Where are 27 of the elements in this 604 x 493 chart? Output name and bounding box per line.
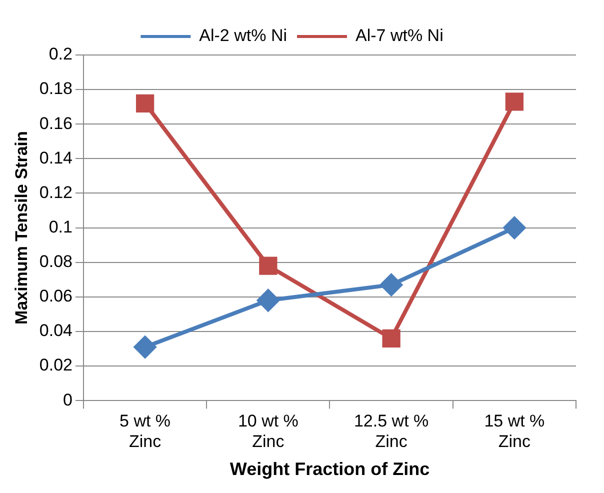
- y-tick-label: 0.06: [39, 286, 72, 306]
- y-tick-label: 0.18: [39, 79, 72, 98]
- y-tick-label: 0.04: [39, 321, 72, 340]
- point: [503, 216, 526, 239]
- x-tick-label: 12.5 wt % Zinc: [354, 411, 429, 451]
- y-tick-label: 0.1: [48, 217, 72, 236]
- point: [380, 274, 402, 296]
- y-tick-label: 0.02: [39, 356, 72, 375]
- y-tick-label: 0.16: [39, 114, 72, 133]
- x-axis-title: Weight Fraction of Zinc: [230, 459, 430, 480]
- x-tick-label: 5 wt % Zinc: [120, 411, 171, 451]
- x-tick-label: 10 wt % Zinc: [238, 411, 298, 451]
- y-tick-label: 0.14: [39, 148, 72, 168]
- y-tick-label: 0.2: [48, 44, 72, 64]
- point: [136, 94, 154, 112]
- y-tick-label: 0.08: [39, 252, 72, 272]
- point: [259, 256, 278, 275]
- point: [382, 329, 400, 348]
- x-tick-label: 15 wt % Zinc: [484, 411, 545, 451]
- y-tick-label: 0.12: [39, 182, 72, 202]
- legend-label: Al-7 wt% Ni: [356, 26, 444, 46]
- point: [257, 289, 280, 312]
- y-tick-label: 0: [63, 390, 72, 410]
- legend-label: Al-2 wt% Ni: [199, 26, 288, 46]
- point: [134, 336, 156, 358]
- y-axis-title: Maximum Tensile Strain: [12, 131, 31, 324]
- point: [505, 92, 524, 111]
